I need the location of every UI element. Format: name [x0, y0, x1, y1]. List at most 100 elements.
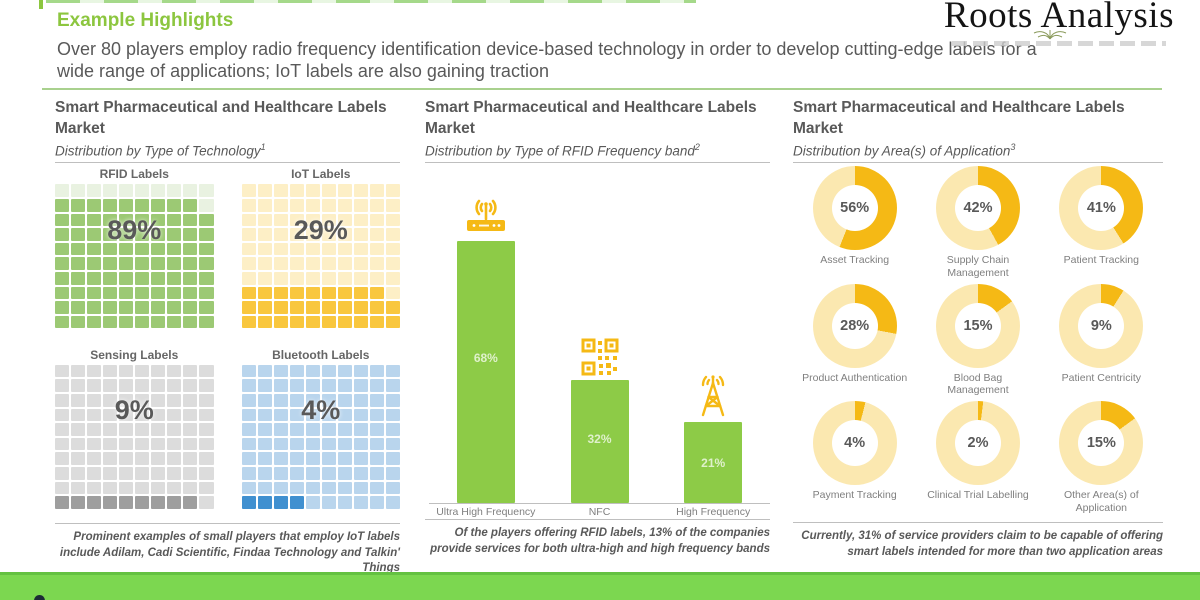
- waffle-cell: [353, 496, 368, 509]
- donut-patient-centricity: 9% Patient Centricity: [1040, 283, 1163, 399]
- bar-chart: 68% 32% 21%: [429, 163, 770, 505]
- waffle-cell: [353, 481, 368, 495]
- waffle-cell: [257, 301, 272, 314]
- waffle-cell: [119, 315, 134, 329]
- waffle-cell: [151, 481, 166, 495]
- waffle-cell: [321, 452, 336, 466]
- donut-value: 15%: [1078, 420, 1125, 466]
- waffle-cell: [87, 364, 102, 378]
- waffle-cell: [151, 271, 166, 285]
- waffle-cell: [385, 213, 400, 227]
- green-accent-tick: [39, 0, 43, 9]
- waffle-cell: [337, 394, 352, 407]
- waffle-chart-sensing-labels: Sensing Labels 9%: [55, 348, 214, 520]
- waffle-cell: [369, 452, 384, 466]
- donut-value: 15%: [954, 302, 1001, 349]
- waffle-cell: [257, 394, 272, 407]
- waffle-cell: [151, 242, 166, 256]
- waffle-cell: [353, 301, 368, 314]
- waffle-cell: [167, 242, 182, 256]
- waffle-cell: [241, 467, 256, 480]
- waffle-cell: [151, 437, 166, 451]
- waffle-cell: [321, 394, 336, 407]
- waffle-cell: [369, 271, 384, 285]
- waffle-cell: [241, 213, 256, 227]
- panel-technology-subtitle-text: Distribution by Type of Technology: [55, 143, 261, 159]
- waffle-cell: [135, 467, 150, 480]
- bar-chart-area: 68% 32% 21% Ultra High Frequency NFC High Fr…: [425, 163, 770, 518]
- waffle-cell: [135, 481, 150, 495]
- waffle-cell: [273, 242, 288, 256]
- waffle-cell: [71, 301, 86, 314]
- waffle-cell: [71, 242, 86, 256]
- donut-ring: 15%: [1059, 401, 1144, 485]
- waffle-cell: [87, 213, 102, 227]
- waffle-cell: [289, 198, 304, 212]
- waffle-cell: [167, 452, 182, 466]
- waffle-cell: [119, 423, 134, 436]
- waffle-cell: [305, 496, 320, 509]
- roots-sprout-icon: [944, 28, 1174, 40]
- donut-asset-tracking: 56% Asset Tracking: [793, 166, 916, 281]
- waffle-cell: [241, 481, 256, 495]
- waffle-cell: [273, 213, 288, 227]
- waffle-cell: [273, 394, 288, 407]
- waffle-cell: [87, 198, 102, 212]
- waffle-cell: [321, 242, 336, 256]
- donut-label: Asset Tracking: [820, 254, 890, 267]
- waffle-cell: [71, 184, 86, 197]
- waffle-cell: [353, 286, 368, 300]
- waffle-cell: [199, 242, 214, 256]
- bar-ultra-high-frequency: 68%: [456, 241, 515, 504]
- waffle-cell: [353, 364, 368, 378]
- panel-technology-bottom-rule: [55, 523, 400, 525]
- waffle-cell: [369, 301, 384, 314]
- waffle-cell: [385, 481, 400, 495]
- waffle-cell: [353, 315, 368, 329]
- waffle-cell: [241, 315, 256, 329]
- partial-copyright-glyph: [34, 595, 45, 600]
- waffle-chart-label: Sensing Labels: [90, 347, 179, 362]
- waffle-cell: [321, 198, 336, 212]
- radio-tower-icon: [690, 373, 736, 419]
- waffle-cell: [87, 271, 102, 285]
- bar-high-frequency: 21%: [684, 422, 743, 504]
- waffle-chart-label: RFID Labels: [99, 167, 169, 182]
- waffle-cell: [369, 481, 384, 495]
- waffle-cell: [337, 228, 352, 241]
- waffle-cell: [241, 394, 256, 407]
- panel-application-title: Smart Pharmaceutical and Healthcare Labe…: [793, 99, 1125, 137]
- waffle-cell: [71, 198, 86, 212]
- page-title: Example Highlights: [57, 10, 234, 31]
- waffle-cell: [321, 271, 336, 285]
- waffle-cell: [199, 423, 214, 436]
- waffle-cell: [71, 467, 86, 480]
- waffle-cell: [119, 184, 134, 197]
- waffle-cell: [385, 198, 400, 212]
- waffle-cell: [385, 315, 400, 329]
- waffle-cell: [337, 452, 352, 466]
- waffle-cell: [183, 379, 198, 393]
- header-divider: [42, 88, 1162, 90]
- waffle-cell: [151, 286, 166, 300]
- waffle-cell: [273, 257, 288, 270]
- waffle-cell: [321, 228, 336, 241]
- waffle-cell: [385, 228, 400, 241]
- waffle-cell: [199, 286, 214, 300]
- waffle-cell: [103, 198, 118, 212]
- waffle-cell: [87, 481, 102, 495]
- waffle-cell: [71, 257, 86, 270]
- waffle-cell: [337, 315, 352, 329]
- waffle-cell: [273, 315, 288, 329]
- waffle-cell: [257, 184, 272, 197]
- waffle-cell: [103, 242, 118, 256]
- waffle-cell: [305, 379, 320, 393]
- waffle-cell: [337, 423, 352, 436]
- waffle-cell: [55, 423, 70, 436]
- panel-technology-top-rule: [55, 162, 400, 164]
- waffle-cell: [289, 496, 304, 509]
- donut-label: Payment Tracking: [812, 489, 897, 501]
- waffle-cell: [119, 496, 134, 509]
- waffle-cell: [385, 452, 400, 466]
- panel-application-top-rule: [793, 162, 1163, 164]
